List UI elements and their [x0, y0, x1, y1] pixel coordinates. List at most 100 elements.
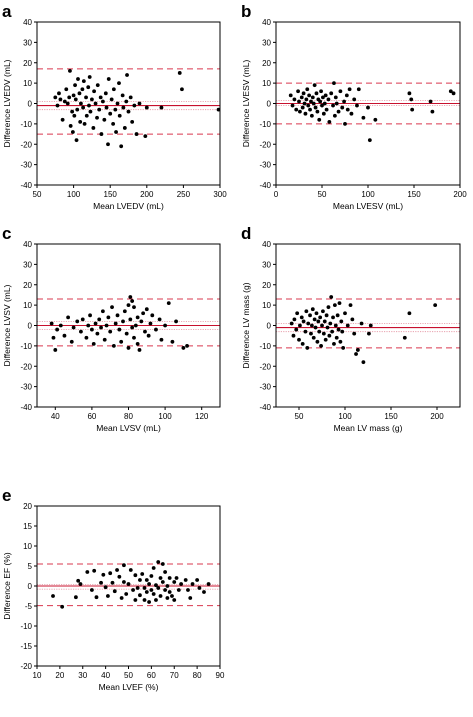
- panel-c-y-tick-label: 30: [23, 260, 32, 269]
- panel-b-data-point: [322, 101, 327, 106]
- panel-b-data-point: [294, 107, 299, 112]
- panel-e-data-point: [117, 574, 122, 579]
- panel-a-y-axis-title: Difference LVEDV (mL): [2, 59, 12, 147]
- panel-a-data-point: [115, 101, 120, 106]
- panel-d-data-point: [299, 315, 304, 320]
- panel-c-data-point: [137, 348, 142, 352]
- panel-e-data-point: [188, 596, 193, 600]
- panel-a-data-point: [126, 109, 131, 114]
- panel-d-data-point: [348, 303, 353, 308]
- panel-c-x-tick-label: 120: [195, 412, 209, 421]
- panel-a-data-point: [128, 95, 133, 100]
- panel-b-data-point: [342, 99, 346, 104]
- panel-b-data-point: [290, 103, 295, 108]
- panel-c-data-point: [122, 309, 127, 314]
- panel-e-data-point: [108, 571, 113, 576]
- panel-e-data-point: [183, 578, 188, 582]
- panel-b-data-point: [320, 103, 324, 108]
- panel-e-letter: e: [2, 486, 11, 505]
- panel-a-data-point: [70, 130, 75, 134]
- panel-a-data-point: [144, 105, 149, 110]
- panel-e-data-point: [133, 598, 138, 602]
- panel-a-data-point: [130, 119, 135, 124]
- panel-e-data-point: [78, 582, 83, 586]
- panel-b-x-tick-label: 150: [407, 190, 421, 199]
- panel-c-data-point: [53, 348, 58, 352]
- panel-e-data-point: [112, 589, 117, 594]
- panel-b-data-point: [311, 101, 316, 106]
- panel-e-x-tick-label: 20: [55, 671, 64, 680]
- panel-a-y-tick-label: 0: [28, 100, 33, 109]
- panel-c-data-point: [185, 343, 189, 348]
- panel-c-data-point: [119, 339, 124, 344]
- panel-e-data-point: [149, 574, 154, 578]
- panel-e-data-point: [119, 596, 124, 600]
- panel-a-x-tick-label: 100: [67, 190, 81, 199]
- panel-b-y-tick-label: -40: [259, 181, 271, 190]
- panel-d-y-tick-label: 10: [262, 301, 271, 310]
- panel-a-y-tick-label: 30: [23, 38, 32, 47]
- panel-d-data-point: [341, 346, 346, 350]
- panel-a-data-point: [81, 79, 86, 83]
- panel-d-data-point: [310, 307, 315, 312]
- panel-b-data-point: [299, 95, 304, 100]
- panel-a-data-point: [53, 95, 58, 100]
- panel-d-data-point: [304, 309, 309, 314]
- panel-a-data-point: [60, 117, 65, 122]
- panel-b-data-point: [319, 89, 323, 94]
- panel-c-data-point: [117, 327, 122, 332]
- panel-d-data-point: [336, 327, 341, 332]
- panel-d-data-point: [352, 331, 357, 336]
- panel-d-data-point: [361, 360, 366, 365]
- panel-c-data-point: [86, 323, 91, 328]
- panel-a-data-point: [64, 87, 69, 92]
- panel-b-data-point: [356, 87, 361, 92]
- panel-b-data-point: [321, 95, 325, 100]
- panel-e-data-point: [103, 585, 108, 590]
- panel-c-data-point: [157, 317, 162, 322]
- panel-e-data-point: [154, 598, 158, 602]
- panel-a-data-point: [87, 103, 91, 108]
- panel-a-data-point: [65, 101, 70, 106]
- panel-b-data-point: [300, 105, 305, 110]
- panel-c-data-point: [104, 323, 109, 328]
- panel-a-data-point: [122, 126, 127, 130]
- panel-c-data-point: [99, 325, 103, 330]
- panel-c-data-point: [130, 325, 135, 330]
- panel-b-data-point: [324, 107, 329, 112]
- panel-a-data-point: [79, 101, 83, 106]
- panel-c-x-axis-title: Mean LVSV (mL): [96, 423, 161, 433]
- panel-a-data-point: [98, 95, 103, 100]
- panel-d-data-point: [339, 319, 344, 324]
- panel-e-data-point: [206, 582, 211, 586]
- panel-c-x-tick-label: 100: [158, 412, 172, 421]
- panel-d-data-point: [306, 321, 311, 326]
- panel-e-data-point: [101, 572, 106, 577]
- panel-e-x-tick-label: 50: [124, 671, 133, 680]
- panel-c-letter: c: [2, 224, 11, 243]
- panel-d-data-point: [318, 315, 323, 320]
- panel-a-data-point: [102, 117, 107, 122]
- panel-d-x-tick-label: 150: [384, 412, 398, 421]
- panel-e-data-point: [142, 598, 147, 602]
- panel-c-y-tick-label: -40: [20, 403, 32, 412]
- panel-c-data-point: [88, 313, 92, 318]
- panel-c-data-point: [128, 317, 133, 322]
- panel-b-data-point: [313, 105, 318, 110]
- panel-d-data-point: [325, 325, 330, 330]
- panel-e-data-point: [90, 588, 94, 592]
- panel-b-data-point: [428, 99, 433, 104]
- panel-a-data-point: [92, 89, 96, 94]
- panel-c-data-point: [49, 321, 54, 326]
- panel-a-data-point: [137, 101, 142, 106]
- panel-d-data-point: [327, 333, 332, 338]
- panel-e-data-point: [156, 586, 161, 590]
- panel-a-data-point: [108, 111, 113, 116]
- panel-d: d 50 100 150 200 -40 -30 -20 -10 0 10 20 30 40 Mean LV…: [241, 224, 461, 433]
- panel-b-data-point: [302, 101, 307, 106]
- panel-d-data-point: [407, 311, 412, 316]
- panel-c-data-point: [143, 329, 147, 334]
- panel-d-x-axis-title: Mean LV mass (g): [334, 423, 403, 433]
- panel-e-data-point: [140, 572, 145, 576]
- panel-b-data-point: [321, 111, 326, 116]
